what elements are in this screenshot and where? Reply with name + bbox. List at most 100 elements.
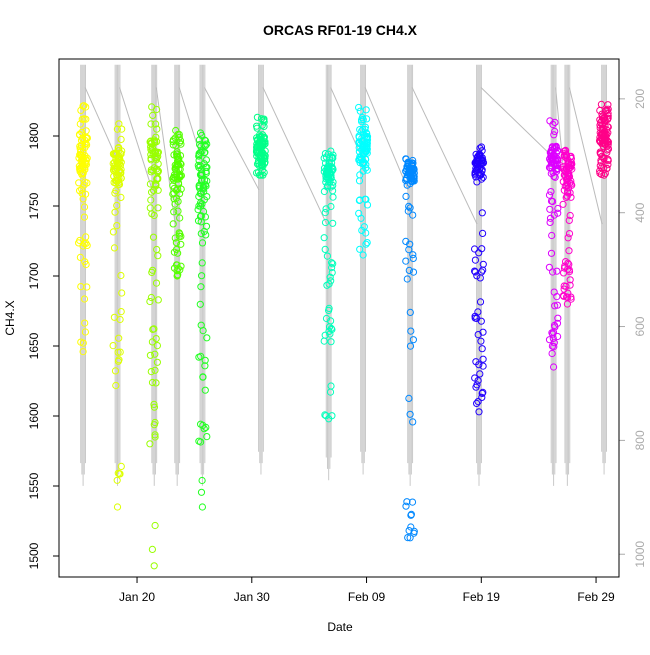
data-point (546, 218, 554, 226)
data-point (477, 337, 485, 345)
data-point (406, 410, 414, 418)
data-point (328, 259, 336, 267)
data-point (253, 169, 261, 177)
data-point (404, 207, 412, 215)
data-point (83, 283, 91, 291)
data-point (113, 503, 122, 511)
data-point (115, 356, 123, 364)
y-tick-label: 1500 (27, 542, 41, 569)
data-point (80, 213, 89, 221)
data-point (471, 256, 479, 264)
data-point (560, 186, 568, 194)
data-point (202, 156, 210, 164)
data-point (118, 125, 126, 133)
data-point (323, 183, 331, 191)
data-point (146, 138, 154, 146)
data-point (565, 216, 573, 224)
data-point (322, 178, 330, 186)
y-tick-label: 1600 (27, 402, 41, 429)
data-point (82, 260, 90, 269)
data-point (116, 470, 124, 478)
data-point (146, 440, 154, 448)
data-point (202, 222, 211, 230)
data-point (329, 260, 337, 268)
data-point (476, 144, 484, 152)
chart-title: ORCAS RF01-19 CH4.X (263, 22, 418, 38)
x-tick-label: Jan 30 (234, 590, 270, 604)
data-point (409, 268, 418, 276)
data-point (147, 293, 155, 302)
data-point (328, 159, 336, 167)
data-point (562, 282, 570, 290)
data-point (554, 314, 562, 322)
data-point (603, 146, 611, 154)
data-point (604, 115, 612, 124)
data-point (195, 184, 204, 192)
data-point (563, 180, 572, 188)
data-point (360, 160, 368, 168)
data-point (471, 268, 479, 276)
data-point (402, 155, 410, 163)
data-point (203, 163, 211, 171)
data-point (327, 317, 335, 325)
data-point (472, 173, 480, 181)
data-point (402, 192, 410, 200)
data-point (363, 115, 371, 123)
data-point (405, 202, 413, 210)
data-point (322, 314, 331, 323)
data-point (409, 176, 417, 184)
data-point (148, 338, 156, 346)
data-point (548, 156, 556, 164)
data-point (109, 150, 118, 158)
y-tick-label: 1650 (27, 332, 41, 359)
data-point (148, 188, 156, 196)
data-point (479, 362, 487, 370)
data-point (151, 350, 159, 358)
data-point (471, 312, 479, 320)
data-point (115, 143, 123, 152)
data-point (476, 370, 484, 378)
data-point (603, 164, 611, 172)
data-point (170, 184, 178, 192)
data-point (76, 236, 84, 245)
data-point (258, 138, 266, 146)
data-point (152, 133, 160, 141)
data-point (200, 188, 208, 196)
data-point (257, 171, 265, 179)
data-point (409, 418, 417, 426)
data-point (197, 142, 205, 150)
data-point (117, 174, 125, 182)
data-point (174, 249, 182, 257)
data-point (202, 167, 210, 175)
data-point (554, 164, 562, 173)
data-point (326, 330, 334, 338)
data-point (111, 367, 120, 375)
data-point (147, 368, 155, 376)
data-point (151, 180, 160, 188)
data-point (172, 239, 180, 247)
right-tick-label: 400 (633, 202, 647, 222)
data-point (405, 394, 413, 402)
data-point (550, 131, 558, 139)
data-point (357, 214, 365, 222)
right-tick-label: 200 (633, 89, 647, 109)
data-point (195, 181, 203, 189)
data-point (152, 120, 160, 128)
data-point (176, 159, 184, 167)
data-point (321, 218, 330, 227)
data-point (112, 381, 120, 390)
data-point (202, 231, 210, 239)
data-point (561, 262, 569, 270)
data-point (604, 138, 612, 146)
x-tick-label: Feb 19 (463, 590, 501, 604)
data-point (561, 171, 569, 179)
data-point (79, 195, 87, 203)
axes: 1500 1550 1600 1650 1700 1750 1800 Jan 20 Jan 30… (27, 89, 647, 604)
data-point (197, 283, 205, 291)
data-point (175, 229, 183, 237)
data-point (325, 304, 333, 312)
data-point (471, 374, 479, 382)
data-point (151, 433, 159, 441)
